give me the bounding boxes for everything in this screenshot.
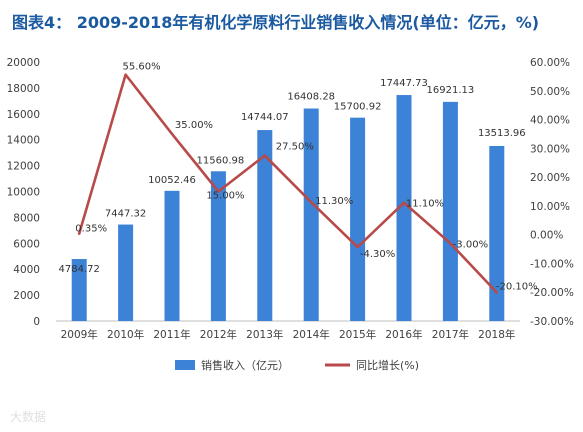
line-data-label: 11.10%: [406, 199, 444, 210]
line-data-label: -3.00%: [453, 239, 488, 250]
bar: [257, 130, 273, 321]
x-axis-tick-label: 2010年: [107, 328, 144, 341]
x-axis-tick-label: 2013年: [246, 328, 283, 341]
bar: [350, 117, 366, 321]
line-data-label: 55.60%: [123, 62, 161, 73]
right-axis-tick-label: 50.00%: [530, 86, 570, 98]
left-axis-tick-label: 2000: [13, 290, 40, 302]
bar-data-label: 7447.32: [105, 209, 146, 220]
left-axis-tick-label: 8000: [13, 212, 40, 224]
bar-data-label: 11560.98: [197, 155, 245, 166]
bar: [118, 224, 134, 321]
x-axis-tick-label: 2014年: [293, 328, 330, 341]
left-axis-tick-label: 20000: [7, 57, 40, 69]
right-axis-tick-label: 20.00%: [530, 172, 570, 184]
chart-title: 图表4： 2009-2018年有机化学原料行业销售收入情况(单位：亿元，%): [12, 13, 540, 32]
left-axis-tick-label: 0: [33, 316, 40, 328]
bar: [396, 95, 412, 321]
bar: [489, 145, 505, 321]
bar-data-label: 4784.72: [59, 264, 100, 275]
left-axis-tick-label: 10000: [7, 187, 40, 199]
watermark-text: 大数据: [10, 410, 47, 424]
bar-series: [71, 95, 505, 321]
bar-data-label: 17447.73: [380, 78, 428, 89]
line-series: [77, 73, 499, 294]
line-data-labels: 0.35% 55.60% 35.00% 15.00% 27.50% 11.30% -4.30…: [75, 62, 537, 293]
bar: [210, 171, 226, 321]
right-axis-tick-label: -20.00%: [530, 287, 574, 299]
line-data-label: -4.30%: [360, 249, 395, 260]
x-axis-ticks: 2009年 2010年 2011年 2012年 2013年 2014年 2015年 2016年…: [61, 328, 516, 341]
bar-data-label: 16408.28: [287, 92, 335, 103]
legend-bar-swatch: [175, 360, 195, 370]
bar-data-label: 15700.92: [334, 102, 382, 113]
bar-data-label: 13513.96: [478, 128, 526, 139]
x-axis-tick-label: 2017年: [432, 328, 469, 341]
x-axis-tick-label: 2018年: [478, 328, 515, 341]
left-axis-tick-label: 6000: [13, 238, 40, 250]
left-axis-tick-label: 14000: [7, 135, 40, 147]
legend-line-label: 同比增长(%): [356, 358, 419, 372]
left-y-axis: 0 2000 4000 6000 8000 10000 12000 14000 16000 180…: [7, 57, 40, 328]
bar: [442, 101, 458, 321]
bar-data-label: 10052.46: [148, 175, 196, 186]
legend-bar-label: 销售收入（亿元）: [201, 358, 289, 372]
x-axis-tick-label: 2011年: [153, 328, 190, 341]
left-axis-tick-label: 12000: [7, 161, 40, 173]
bar-data-label: 14744.07: [241, 112, 289, 123]
x-axis-tick-label: 2009年: [61, 328, 98, 341]
line-data-label: -20.10%: [496, 282, 538, 293]
line-data-label: 15.00%: [206, 191, 244, 202]
right-axis-tick-label: 10.00%: [530, 201, 570, 213]
bar: [164, 190, 180, 321]
growth-line: [77, 73, 499, 294]
x-axis-tick-label: 2016年: [385, 328, 422, 341]
left-axis-tick-label: 4000: [13, 264, 40, 276]
legend: 销售收入（亿元） 同比增长(%): [175, 358, 419, 372]
bar-data-label: 16921.13: [427, 85, 475, 96]
right-axis-tick-label: -30.00%: [530, 316, 574, 328]
right-axis-tick-label: -10.00%: [530, 258, 574, 270]
line-data-label: 27.50%: [276, 142, 314, 153]
left-axis-tick-label: 16000: [7, 109, 40, 121]
right-y-axis: -30.00% -20.00% -10.00% 0.00% 10.00% 20.00% 30…: [530, 57, 574, 328]
right-axis-tick-label: 30.00%: [530, 143, 570, 155]
bar: [71, 259, 87, 321]
line-data-label: 35.00%: [175, 120, 213, 131]
line-data-label: 0.35%: [75, 224, 107, 235]
right-axis-tick-label: 0.00%: [530, 230, 563, 242]
left-axis-tick-label: 18000: [7, 83, 40, 95]
x-axis-tick-label: 2012年: [200, 328, 237, 341]
line-data-label: 11.30%: [315, 196, 353, 207]
right-axis-tick-label: 40.00%: [530, 115, 570, 127]
bar: [303, 108, 319, 321]
right-axis-tick-label: 60.00%: [530, 57, 570, 69]
x-axis-tick-label: 2015年: [339, 328, 376, 341]
